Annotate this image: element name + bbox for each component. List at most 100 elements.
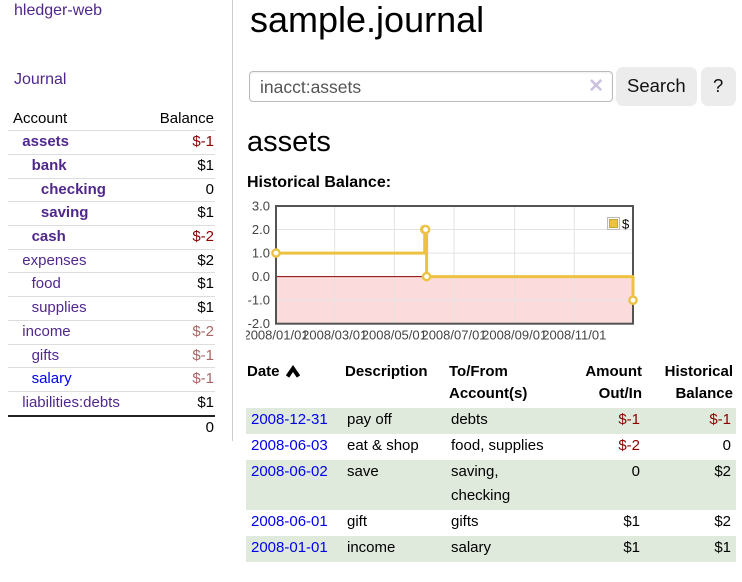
transaction-date-cell: 2008-06-02 — [246, 460, 342, 510]
accounts-total-row: 0 — [8, 415, 215, 440]
register-header-balance[interactable]: Historical Balance — [664, 363, 733, 402]
account-cell: gifts — [8, 344, 143, 368]
account-row: checking 0 — [8, 178, 215, 202]
chart-label: Historical Balance: — [247, 174, 392, 191]
accounts-header-row: Account Balance — [8, 107, 215, 132]
account-balance: $1 — [197, 156, 214, 174]
register-row: 2008-06-02 save saving, checking 0 $2 — [246, 460, 736, 510]
chart-x-tick-label: 2008/03/01 — [302, 328, 367, 343]
chart-x-tick-label: 2008/01/01 — [246, 328, 309, 343]
account-cell: expenses — [8, 249, 143, 273]
search-button[interactable]: Search — [616, 66, 697, 106]
account-cell: supplies — [8, 297, 143, 321]
register-table: Date Description To/From Account(s) Amount … — [246, 359, 736, 562]
account-heading: assets — [247, 126, 331, 158]
sidebar-item-journal[interactable]: Journal — [14, 71, 67, 88]
transaction-description: income — [347, 539, 396, 556]
register-row: 2008-12-31 pay off debts $-1 $-1 — [246, 408, 736, 434]
transaction-accounts: salary — [451, 539, 492, 556]
account-row: saving $1 — [8, 202, 215, 226]
account-cell: food — [8, 273, 143, 297]
account-link-salary[interactable]: salary — [31, 370, 72, 388]
account-row: bank $1 — [8, 154, 215, 179]
transaction-date-link[interactable]: 2008-01-01 — [251, 539, 328, 556]
account-cell: liabilities:debts — [8, 391, 143, 415]
sort-ascending-icon — [285, 364, 300, 378]
transaction-description: eat & shop — [347, 437, 419, 454]
help-button[interactable]: ? — [700, 66, 736, 106]
accounts-header-balance: Balance — [142, 107, 215, 132]
chart-y-tick-label: -2.0 — [248, 316, 270, 331]
transaction-amount: 0 — [631, 463, 640, 480]
chart-y-tick-label: -1.0 — [248, 293, 270, 308]
sidebar: hledger-web Journal Account Balance asse… — [0, 0, 233, 442]
account-link-saving[interactable]: saving — [40, 204, 89, 222]
app-title-link[interactable]: hledger-web — [14, 2, 103, 19]
chart-y-tick-label: 0.0 — [252, 269, 270, 284]
account-row: expenses $2 — [8, 249, 215, 273]
transaction-date-cell: 2008-01-01 — [246, 536, 342, 562]
transaction-date-cell: 2008-06-01 — [246, 510, 342, 536]
chart-x-tick-label: 2008/11/01 — [542, 328, 606, 343]
register-row: 2008-06-01 gift gifts $1 $2 — [246, 510, 736, 536]
register-header-date[interactable]: Date — [246, 359, 342, 408]
transaction-date-link[interactable]: 2008-06-03 — [251, 437, 328, 454]
historical-balance-chart: 3.0 2.0 1.0 0.0 -1.0 -2.02008/01/012008/03/01… — [246, 199, 638, 343]
account-link-income[interactable]: income — [22, 322, 71, 340]
account-row: food $1 — [8, 273, 215, 297]
chart-legend-swatch — [609, 219, 618, 228]
account-link-food[interactable]: food — [31, 275, 61, 293]
clear-search-icon[interactable]: ✕ — [588, 76, 604, 97]
account-row: supplies $1 — [8, 297, 215, 321]
account-cell: income — [8, 320, 143, 344]
page-title: sample.journal — [250, 0, 485, 40]
chart-border — [275, 205, 634, 325]
transaction-accounts: gifts — [451, 513, 479, 530]
account-row: gifts $-1 — [8, 344, 215, 368]
account-link-bank[interactable]: bank — [31, 156, 67, 174]
transaction-date-link[interactable]: 2008-06-02 — [251, 463, 328, 480]
account-balance: $1 — [197, 275, 214, 293]
transaction-date-cell: 2008-06-03 — [246, 434, 342, 460]
account-link-supplies[interactable]: supplies — [31, 299, 87, 317]
transaction-balance: $2 — [714, 463, 731, 480]
account-cell: salary — [8, 368, 143, 392]
account-row: salary $-1 — [8, 368, 215, 392]
chart-point-marker — [271, 248, 281, 258]
account-balance: $1 — [197, 299, 214, 317]
transaction-description: pay off — [347, 411, 392, 428]
account-link-liabilities-debts[interactable]: liabilities:debts — [22, 393, 120, 411]
register-row: 2008-06-03 eat & shop food, supplies $-2 0 — [246, 434, 736, 460]
transaction-amount: $1 — [623, 539, 640, 556]
account-balance: 0 — [205, 180, 214, 198]
chart-x-tick-label: 2008/09/01 — [482, 328, 547, 343]
transaction-date-link[interactable]: 2008-12-31 — [251, 411, 328, 428]
transaction-accounts: food, supplies — [451, 437, 544, 454]
account-cell: bank — [8, 154, 143, 178]
account-balance: $-2 — [192, 322, 214, 340]
transaction-date-link[interactable]: 2008-06-01 — [251, 513, 328, 530]
register-header-description[interactable]: Description — [345, 363, 428, 380]
chart-y-tick-label: 3.0 — [252, 199, 270, 214]
transaction-balance: $-1 — [709, 411, 731, 428]
chart-point-marker — [420, 224, 431, 235]
register-header-accounts[interactable]: To/From Account(s) — [449, 363, 528, 402]
chart-y-tick-label: 2.0 — [252, 222, 270, 237]
transaction-description: save — [347, 463, 379, 480]
account-link-checking[interactable]: checking — [40, 180, 106, 198]
account-cell: saving — [8, 202, 143, 226]
register-header-amount[interactable]: Amount Out/In — [585, 363, 642, 402]
transaction-accounts: debts — [451, 411, 488, 428]
account-balance: $-1 — [192, 346, 214, 364]
account-link-cash[interactable]: cash — [31, 228, 66, 246]
accounts-total-balance: 0 — [205, 418, 214, 436]
chart-container: 3.0 2.0 1.0 0.0 -1.0 -2.0 2008/01/01 2008/03/01… — [246, 196, 742, 342]
account-link-gifts[interactable]: gifts — [31, 346, 60, 364]
transaction-balance: $2 — [714, 513, 731, 530]
account-link-expenses[interactable]: expenses — [22, 251, 87, 269]
account-link-assets[interactable]: assets — [22, 133, 70, 151]
chart-y-tick-label: 1.0 — [252, 246, 270, 261]
search-input-wrap: ✕ — [249, 70, 613, 102]
register-row: 2008-01-01 income salary $1 $1 — [246, 536, 736, 562]
search-input[interactable] — [249, 71, 613, 102]
